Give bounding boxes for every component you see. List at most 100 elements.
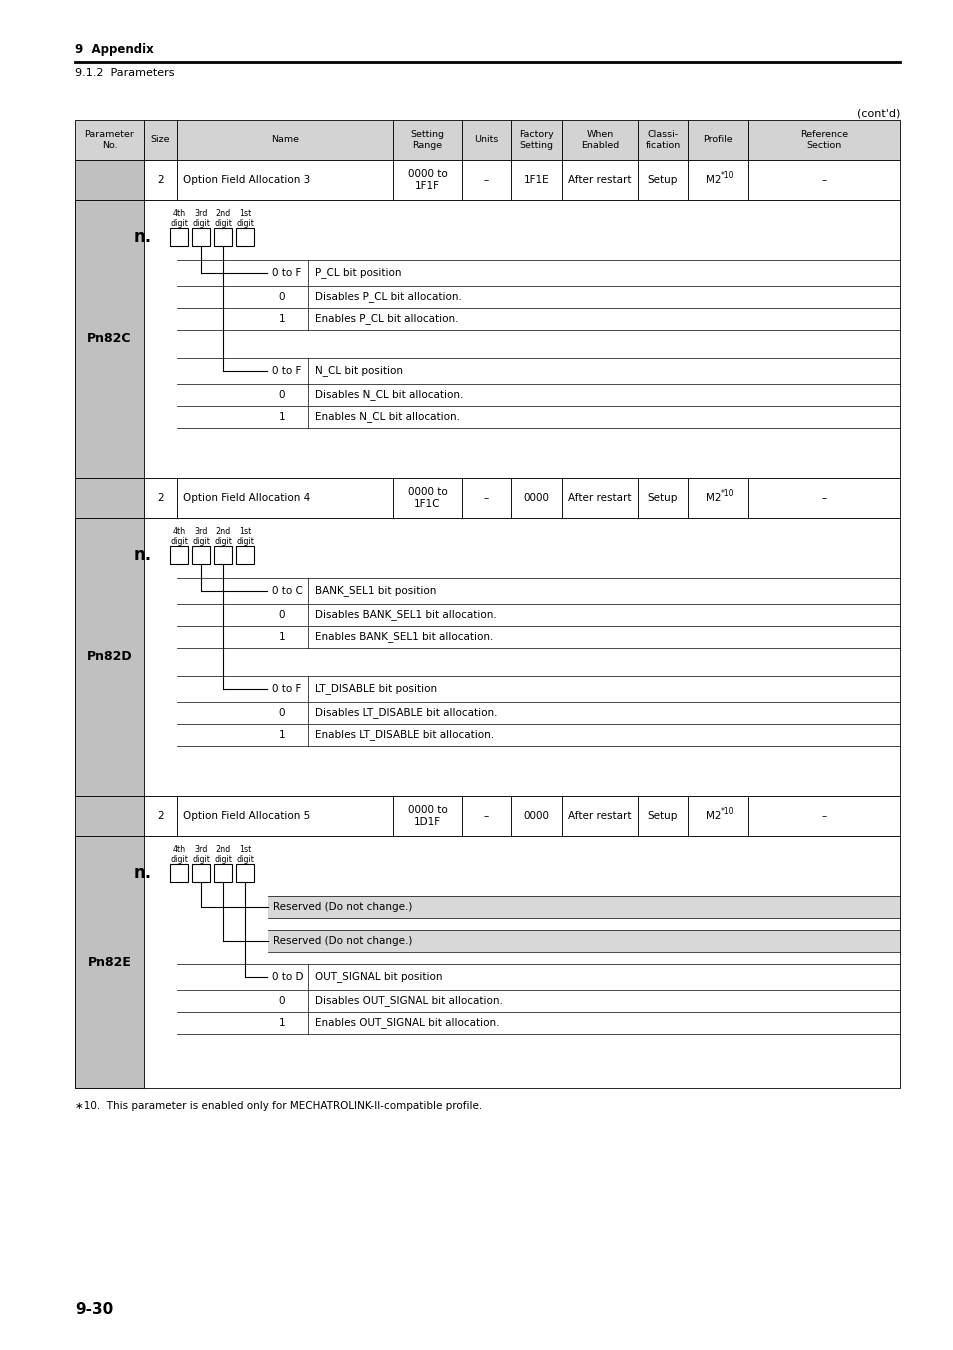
Text: 0000: 0000 (523, 811, 549, 821)
Text: 4th: 4th (172, 528, 186, 536)
Bar (638, 161, 687, 200)
Text: Disables LT_DISABLE bit allocation.: Disables LT_DISABLE bit allocation. (314, 707, 497, 718)
Text: M2: M2 (705, 493, 721, 504)
Text: P_CL bit position: P_CL bit position (314, 267, 401, 278)
Text: 1: 1 (278, 412, 285, 423)
Text: 0: 0 (278, 996, 285, 1006)
Text: 1st: 1st (238, 209, 251, 219)
Text: n.: n. (133, 545, 152, 564)
Bar (170, 545, 188, 564)
Text: 0: 0 (278, 292, 285, 302)
Text: digit: digit (235, 536, 253, 545)
Text: 0 to F: 0 to F (272, 684, 301, 694)
Text: Size: Size (151, 135, 170, 144)
Text: After restart: After restart (568, 176, 631, 185)
Bar (511, 120, 561, 161)
Bar (687, 161, 747, 200)
Text: digit: digit (235, 855, 253, 864)
Text: 2: 2 (157, 493, 164, 504)
Bar (192, 228, 210, 246)
Bar (638, 478, 687, 518)
Text: digit: digit (170, 855, 188, 864)
Text: 9-30: 9-30 (75, 1303, 113, 1318)
Bar (213, 545, 232, 564)
Bar (461, 120, 511, 161)
Text: Pn82E: Pn82E (88, 956, 132, 968)
Bar (461, 478, 511, 518)
Bar (235, 228, 253, 246)
Text: 1: 1 (278, 632, 285, 643)
Bar (687, 120, 747, 161)
Bar (511, 796, 561, 836)
Text: N_CL bit position: N_CL bit position (314, 366, 402, 377)
Text: Units: Units (474, 135, 498, 144)
Bar (75, 120, 144, 161)
Text: –: – (821, 176, 825, 185)
Bar (393, 796, 461, 836)
Text: digit: digit (192, 855, 210, 864)
Text: 0: 0 (278, 390, 285, 400)
Text: LT_DISABLE bit position: LT_DISABLE bit position (314, 683, 436, 694)
Bar (144, 161, 177, 200)
Text: M2: M2 (705, 811, 721, 821)
Bar (213, 864, 232, 882)
Text: Reserved (Do not change.): Reserved (Do not change.) (273, 936, 412, 946)
Text: digit: digit (192, 536, 210, 545)
Text: –: – (483, 811, 489, 821)
Text: n.: n. (133, 864, 152, 882)
Bar (75, 796, 144, 836)
Text: digit: digit (192, 219, 210, 228)
Bar (687, 478, 747, 518)
Text: 0 to C: 0 to C (272, 586, 302, 595)
Text: 1: 1 (278, 1018, 285, 1027)
Text: M2: M2 (705, 176, 721, 185)
Text: Disables P_CL bit allocation.: Disables P_CL bit allocation. (314, 292, 461, 302)
Text: Enables BANK_SEL1 bit allocation.: Enables BANK_SEL1 bit allocation. (314, 632, 493, 643)
Bar (687, 796, 747, 836)
Text: 2nd: 2nd (215, 209, 231, 219)
Bar (144, 120, 177, 161)
Text: Disables OUT_SIGNAL bit allocation.: Disables OUT_SIGNAL bit allocation. (314, 995, 502, 1007)
Bar (561, 478, 638, 518)
Bar (393, 478, 461, 518)
Text: 1st: 1st (238, 845, 251, 855)
Bar (235, 545, 253, 564)
Bar (75, 836, 899, 1088)
Text: –: – (483, 176, 489, 185)
Bar (75, 478, 144, 518)
Bar (268, 896, 899, 918)
Text: Setting
Range: Setting Range (410, 131, 444, 150)
Text: –: – (821, 811, 825, 821)
Bar (75, 161, 144, 200)
Bar (213, 228, 232, 246)
Bar (170, 228, 188, 246)
Text: BANK_SEL1 bit position: BANK_SEL1 bit position (314, 586, 436, 597)
Bar (747, 478, 899, 518)
Bar (192, 864, 210, 882)
Text: Pn82C: Pn82C (87, 332, 132, 346)
Bar (75, 836, 144, 1088)
Bar (177, 478, 393, 518)
Text: digit: digit (213, 219, 232, 228)
Text: Enables OUT_SIGNAL bit allocation.: Enables OUT_SIGNAL bit allocation. (314, 1018, 499, 1029)
Bar (561, 161, 638, 200)
Bar (511, 161, 561, 200)
Text: –: – (483, 493, 489, 504)
Text: n.: n. (133, 228, 152, 246)
Text: 0000 to
1F1F: 0000 to 1F1F (407, 169, 447, 190)
Text: After restart: After restart (568, 811, 631, 821)
Bar (561, 120, 638, 161)
Bar (461, 796, 511, 836)
Text: 0000: 0000 (523, 493, 549, 504)
Bar (170, 864, 188, 882)
Bar (268, 930, 899, 952)
Text: digit: digit (170, 536, 188, 545)
Text: digit: digit (170, 219, 188, 228)
Bar (561, 796, 638, 836)
Text: Reserved (Do not change.): Reserved (Do not change.) (273, 902, 412, 913)
Text: 9.1.2  Parameters: 9.1.2 Parameters (75, 68, 174, 78)
Text: Disables N_CL bit allocation.: Disables N_CL bit allocation. (314, 390, 463, 401)
Bar (747, 161, 899, 200)
Text: When
Enabled: When Enabled (580, 131, 618, 150)
Text: 0: 0 (278, 610, 285, 620)
